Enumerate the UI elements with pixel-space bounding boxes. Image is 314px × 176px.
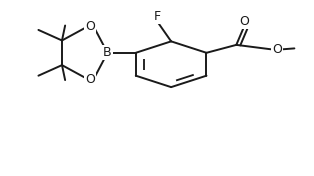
Text: O: O [272,43,282,56]
Text: F: F [154,10,160,23]
Text: O: O [239,15,249,28]
Text: O: O [85,20,95,33]
Text: B: B [103,46,112,59]
Text: O: O [85,73,95,86]
